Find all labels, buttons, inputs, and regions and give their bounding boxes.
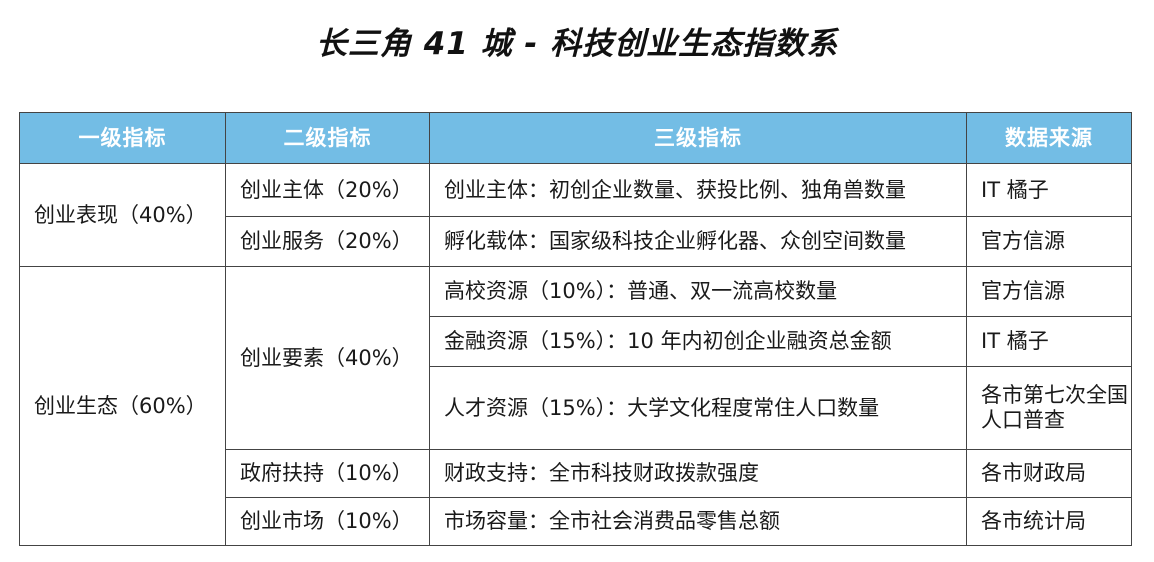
level3-cell: 创业主体：初创企业数量、获投比例、独角兽数量 (429, 163, 967, 217)
level2-cell: 创业市场（10%） (225, 497, 430, 546)
table-row: 人才资源（15%）：大学文化程度常住人口数量 各市第七次全国人口普查 (20, 366, 1132, 450)
header-row: 一级指标 二级指标 三级指标 数据来源 (19, 112, 1132, 164)
source-cell: 官方信源 (966, 266, 1132, 317)
level1-cell: 创业表现（40%） (19, 163, 226, 267)
level3-cell: 高校资源（10%）：普通、双一流高校数量 (429, 266, 967, 317)
source-cell: IT 橘子 (966, 163, 1132, 217)
source-cell: 各市第七次全国人口普查 (966, 366, 1132, 450)
page-title: 长三角 41 城 - 科技创业生态指数系 (315, 26, 839, 62)
header-level3: 三级指标 (429, 112, 967, 164)
table-row: 创业生态（60%） 创业要素（40%） 高校资源（10%）：普通、双一流高校数量… (19, 266, 1132, 546)
header-level2: 二级指标 (225, 112, 430, 164)
table-row: 创业表现（40%） 创业主体（20%） 创业主体：初创企业数量、获投比例、独角兽… (19, 163, 1132, 267)
level2-cell: 创业主体（20%） (225, 163, 430, 217)
level3-cell: 人才资源（15%）：大学文化程度常住人口数量 (429, 366, 967, 450)
level3-cell: 财政支持：全市科技财政拨款强度 (429, 449, 967, 498)
table-row: 政府扶持（10%） 财政支持：全市科技财政拨款强度 各市财政局 (20, 449, 1132, 498)
level3-cell: 市场容量：全市社会消费品零售总额 (429, 497, 967, 546)
level2-cell: 政府扶持（10%） (225, 449, 430, 498)
source-cell: 各市统计局 (966, 497, 1132, 546)
table-body: 创业表现（40%） 创业主体（20%） 创业主体：初创企业数量、获投比例、独角兽… (19, 163, 1132, 546)
index-system-table: 一级指标 二级指标 三级指标 数据来源 创业表现（40%） 创业主体（20%） … (19, 112, 1132, 546)
level1-cell: 创业生态（60%） (19, 266, 226, 546)
header-source: 数据来源 (966, 112, 1132, 164)
level3-cell: 金融资源（15%）：10 年内初创企业融资总金额 (429, 316, 967, 367)
header-level1: 一级指标 (19, 112, 226, 164)
level2-cell: 创业要素（40%） (225, 266, 430, 450)
table-row: 创业服务（20%） 孵化载体：国家级科技企业孵化器、众创空间数量 官方信源 (20, 216, 1132, 267)
level2-cell: 创业服务（20%） (225, 216, 430, 267)
table-header: 一级指标 二级指标 三级指标 数据来源 (19, 112, 1132, 164)
source-cell: IT 橘子 (966, 316, 1132, 367)
source-cell: 各市财政局 (966, 449, 1132, 498)
table-row: 创业市场（10%） 市场容量：全市社会消费品零售总额 各市统计局 (20, 497, 1132, 546)
level3-cell: 孵化载体：国家级科技企业孵化器、众创空间数量 (429, 216, 967, 267)
source-cell: 官方信源 (966, 216, 1132, 267)
